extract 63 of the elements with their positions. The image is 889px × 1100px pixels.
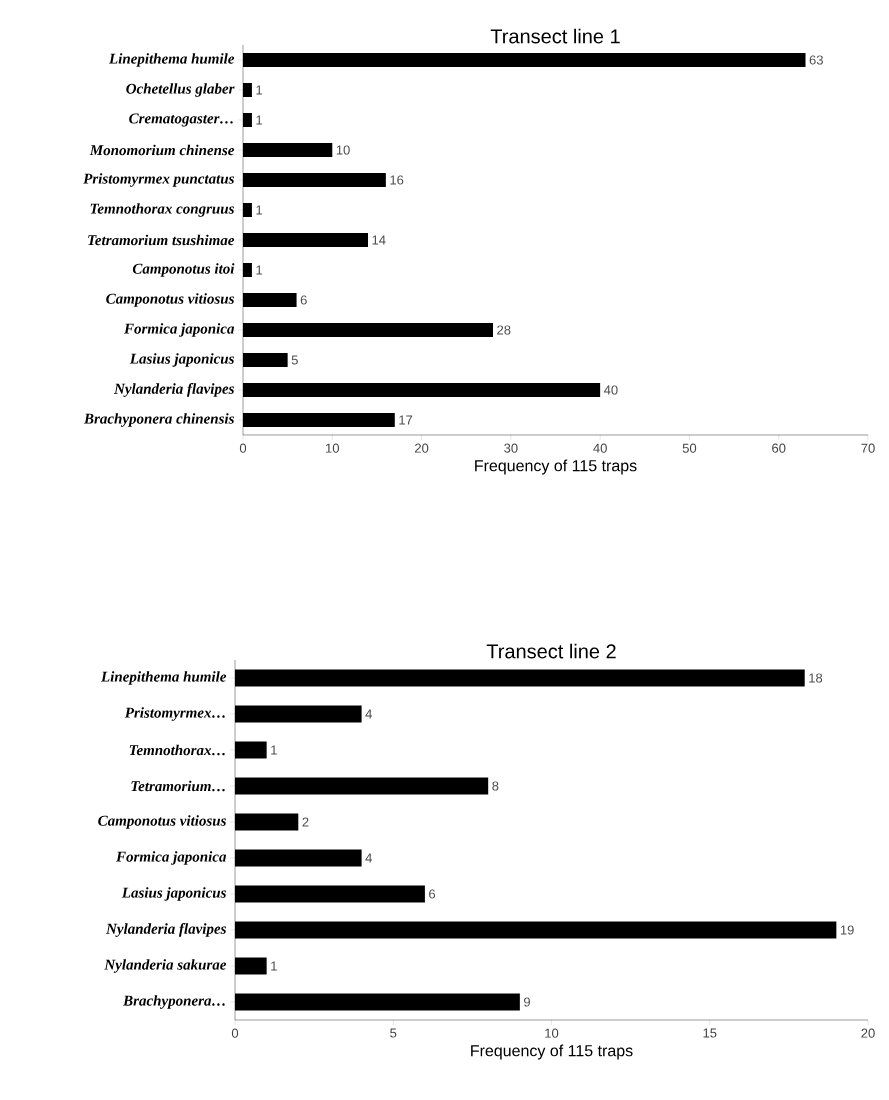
x-tick-label: 10: [545, 1028, 559, 1038]
y-tick-label: Pristomyrmex…: [124, 707, 225, 721]
y-tick-label: Ochetellus glaber: [126, 83, 235, 97]
x-tick-label: 70: [861, 443, 875, 453]
x-tick-label: 20: [415, 443, 429, 453]
data-label: 1: [256, 85, 263, 95]
x-tick-label: 20: [861, 1028, 875, 1038]
y-tick-label: Tetramorium tsushimae: [88, 234, 235, 246]
y-tick-label: Pristomyrmex punctatus: [83, 173, 234, 187]
data-label: 40: [603, 385, 618, 395]
x-tick-label: 40: [593, 443, 607, 453]
y-tick-label: Temnothorax congruus: [90, 203, 234, 217]
data-label: 18: [809, 673, 823, 683]
data-label: 2: [302, 817, 309, 827]
y-tick-label: Temnothorax…: [129, 744, 225, 756]
data-label: 8: [492, 781, 499, 791]
data-label: 1: [256, 265, 263, 275]
y-tick-label: Formica japonica: [116, 851, 227, 865]
y-tick-label: Formica japonica: [124, 323, 235, 337]
y-tick-label: Brachyponera chinensis: [83, 413, 234, 427]
y-tick-label: Lasius japonicus: [121, 887, 226, 901]
y-tick-label: Linepithema humile: [108, 53, 235, 67]
y-tick-label: Linepithema humile: [100, 671, 227, 685]
x-tick-label: 30: [504, 443, 518, 453]
y-tick-label: Brachyponera…: [122, 995, 225, 1009]
data-label: 1: [256, 205, 263, 215]
data-label: 4: [365, 709, 372, 719]
y-tick-label: Nylanderia flavipes: [105, 923, 227, 937]
data-label: 1: [271, 961, 277, 971]
data-label: 6: [300, 295, 307, 305]
y-tick-label: Nylanderia flavipes: [113, 383, 235, 397]
data-label: 28: [497, 325, 511, 335]
x-tick-label: 5: [390, 1028, 397, 1038]
data-label: 6: [429, 889, 436, 899]
y-tick-label: Monomorium chinense: [89, 144, 235, 156]
y-tick-label: Nylanderia sakurae: [104, 959, 227, 973]
data-label: 63: [809, 55, 823, 65]
data-label: 17: [399, 415, 413, 425]
y-tick-label: Camponotus vitiosus: [98, 815, 226, 829]
y-tick-label: Tetramorium…: [131, 780, 225, 792]
data-label: 14: [372, 235, 386, 245]
data-label: 1: [271, 745, 277, 755]
x-tick-label: 50: [682, 443, 697, 453]
x-tick-label: 60: [772, 443, 786, 453]
x-tick-label: 0: [239, 443, 247, 453]
x-tick-label: 10: [326, 443, 340, 453]
data-label: 9: [524, 997, 531, 1007]
data-label: 19: [840, 925, 854, 935]
data-label: 10: [336, 145, 350, 155]
chart-title: Transect line 2: [486, 643, 616, 659]
x-tick-label: 15: [703, 1028, 717, 1038]
x-axis-title: Frequency of 115 traps: [475, 459, 637, 475]
x-tick-label: 0: [231, 1028, 239, 1038]
data-label: 16: [390, 175, 404, 185]
data-label: 1: [256, 115, 263, 125]
data-label: 4: [365, 853, 372, 863]
y-tick-label: Camponotus itoi: [132, 263, 235, 277]
y-tick-label: Lasius japonicus: [129, 353, 234, 367]
chart-title: Transect line 1: [490, 28, 620, 44]
y-tick-label: Camponotus vitiosus: [106, 293, 234, 307]
y-tick-label: Crematogaster…: [129, 113, 233, 127]
data-label: 5: [291, 355, 298, 365]
x-axis-title: Frequency of 115 traps: [471, 1044, 633, 1060]
